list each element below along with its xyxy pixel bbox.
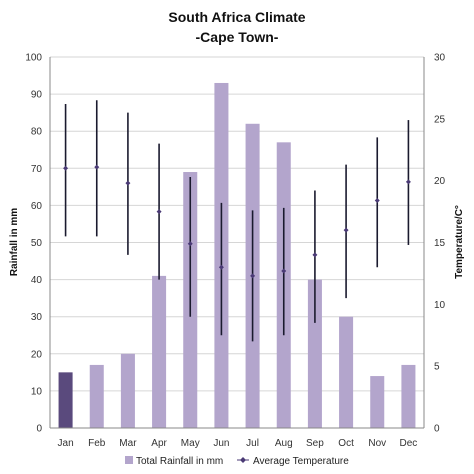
legend-temperature-label: Average Temperature (253, 456, 349, 467)
y2-tick-label: 20 (434, 176, 446, 187)
rainfall-bar (370, 376, 385, 428)
y-tick-label: 100 (25, 53, 42, 64)
y-axis-title: Rainfall in mm (9, 208, 20, 276)
y-tick-label: 10 (31, 386, 43, 397)
y2-tick-label: 30 (434, 53, 446, 64)
y2-tick-label: 0 (434, 424, 440, 435)
axes (49, 57, 425, 429)
x-tick-label: May (181, 438, 200, 449)
rainfall-bar (152, 275, 167, 428)
temperature-point (405, 179, 411, 185)
y2-tick-label: 10 (434, 300, 446, 311)
chart-subtitle: -Cape Town- (196, 29, 279, 45)
x-tick-label: Jul (246, 438, 259, 449)
rainfall-bar (89, 364, 104, 428)
temperature-point (125, 180, 131, 186)
temperature-point (94, 164, 100, 170)
legend-temperature-marker (240, 457, 246, 463)
y2-tick-label: 15 (434, 238, 446, 249)
gridlines (50, 56, 424, 429)
legend-rainfall-label: Total Rainfall in mm (136, 456, 223, 467)
temperature-point (374, 197, 380, 203)
x-tick-label: Sep (306, 438, 324, 449)
temperature-point (218, 264, 224, 270)
rainfall-bar (307, 279, 322, 428)
rainfall-bar (401, 364, 416, 428)
temperature-point (156, 209, 162, 215)
y2-tick-label: 5 (434, 362, 440, 373)
y-tick-label: 90 (31, 90, 43, 101)
x-tick-label: Jun (213, 438, 229, 449)
y-tick-label: 20 (31, 349, 43, 360)
y2-tick-label: 25 (434, 114, 446, 125)
y-tick-label: 60 (31, 201, 43, 212)
rainfall-bars (58, 82, 416, 428)
temperature-point (312, 252, 318, 258)
y2-axis-title: Temperature/C° (454, 205, 465, 279)
x-tick-label: Apr (151, 438, 167, 449)
x-tick-label: Aug (275, 438, 293, 449)
temperature-point (187, 241, 193, 247)
temperature-point (63, 165, 69, 171)
legend: Total Rainfall in mm Average Temperature (125, 456, 349, 467)
x-tick-label: Mar (119, 438, 137, 449)
temperature-point (281, 268, 287, 274)
temperature-point (250, 273, 256, 279)
legend-rainfall-swatch (125, 456, 133, 464)
x-tick-label: Jan (58, 438, 74, 449)
rainfall-bar (120, 353, 135, 428)
y-tick-label: 0 (36, 424, 42, 435)
x-tick-label: Nov (368, 438, 386, 449)
temperature-point (343, 227, 349, 233)
x-tick-label: Dec (400, 438, 418, 449)
y-tick-label: 30 (31, 312, 43, 323)
chart-title: South Africa Climate (168, 9, 305, 25)
x-tick-label: Oct (338, 438, 354, 449)
rainfall-bar (58, 372, 73, 428)
y-tick-label: 80 (31, 127, 43, 138)
rainfall-bar (339, 316, 354, 428)
x-tick-label: Feb (88, 438, 106, 449)
y-tick-label: 70 (31, 164, 43, 175)
y-tick-label: 40 (31, 275, 43, 286)
tick-labels: 0 10 20 30 40 50 60 70 80 90 100 0 5 10 15 20 25 30 Jan Feb… (25, 53, 445, 450)
temperature-points (63, 100, 411, 342)
y-tick-label: 50 (31, 238, 43, 249)
